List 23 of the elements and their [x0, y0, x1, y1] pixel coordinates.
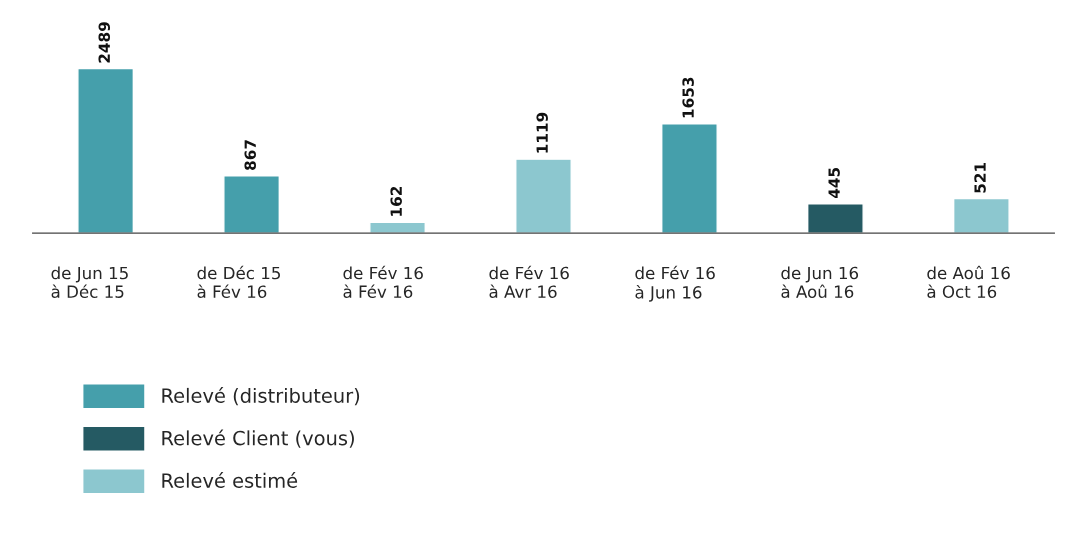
bar	[952, 197, 1010, 234]
bar	[661, 123, 718, 234]
data-label: 521	[974, 162, 986, 193]
x-tick-label: de Déc 15 à Fév 16	[197, 265, 280, 298]
x-tick-label: de Fév 16 à Jun 16	[635, 265, 715, 302]
x-tick-label: de Aoû 16 à Oct 16	[927, 265, 1010, 298]
legend-label: Relevé estimé	[162, 472, 298, 488]
x-tick-label: de Jun 15 à Déc 15	[51, 266, 128, 298]
x-tick-label: de Jun 16 à Aoû 16	[781, 266, 859, 298]
legend-label: Relevé (distributeur)	[162, 387, 360, 406]
x-tick-label: de Fév 16 à Fév 16	[343, 265, 423, 298]
data-label: 1119	[536, 112, 548, 153]
data-label: 867	[244, 140, 256, 170]
bar	[77, 67, 135, 234]
legend-label: Relevé Client (vous)	[162, 429, 354, 448]
bar	[515, 158, 572, 234]
x-tick-label: de Fév 16 à Avr 16	[489, 265, 569, 298]
bar	[807, 203, 864, 234]
data-label: 162	[390, 186, 402, 216]
data-label: 445	[828, 167, 840, 199]
data-label: 2489	[98, 22, 111, 63]
data-label: 1653	[682, 77, 694, 118]
bar	[223, 175, 280, 234]
